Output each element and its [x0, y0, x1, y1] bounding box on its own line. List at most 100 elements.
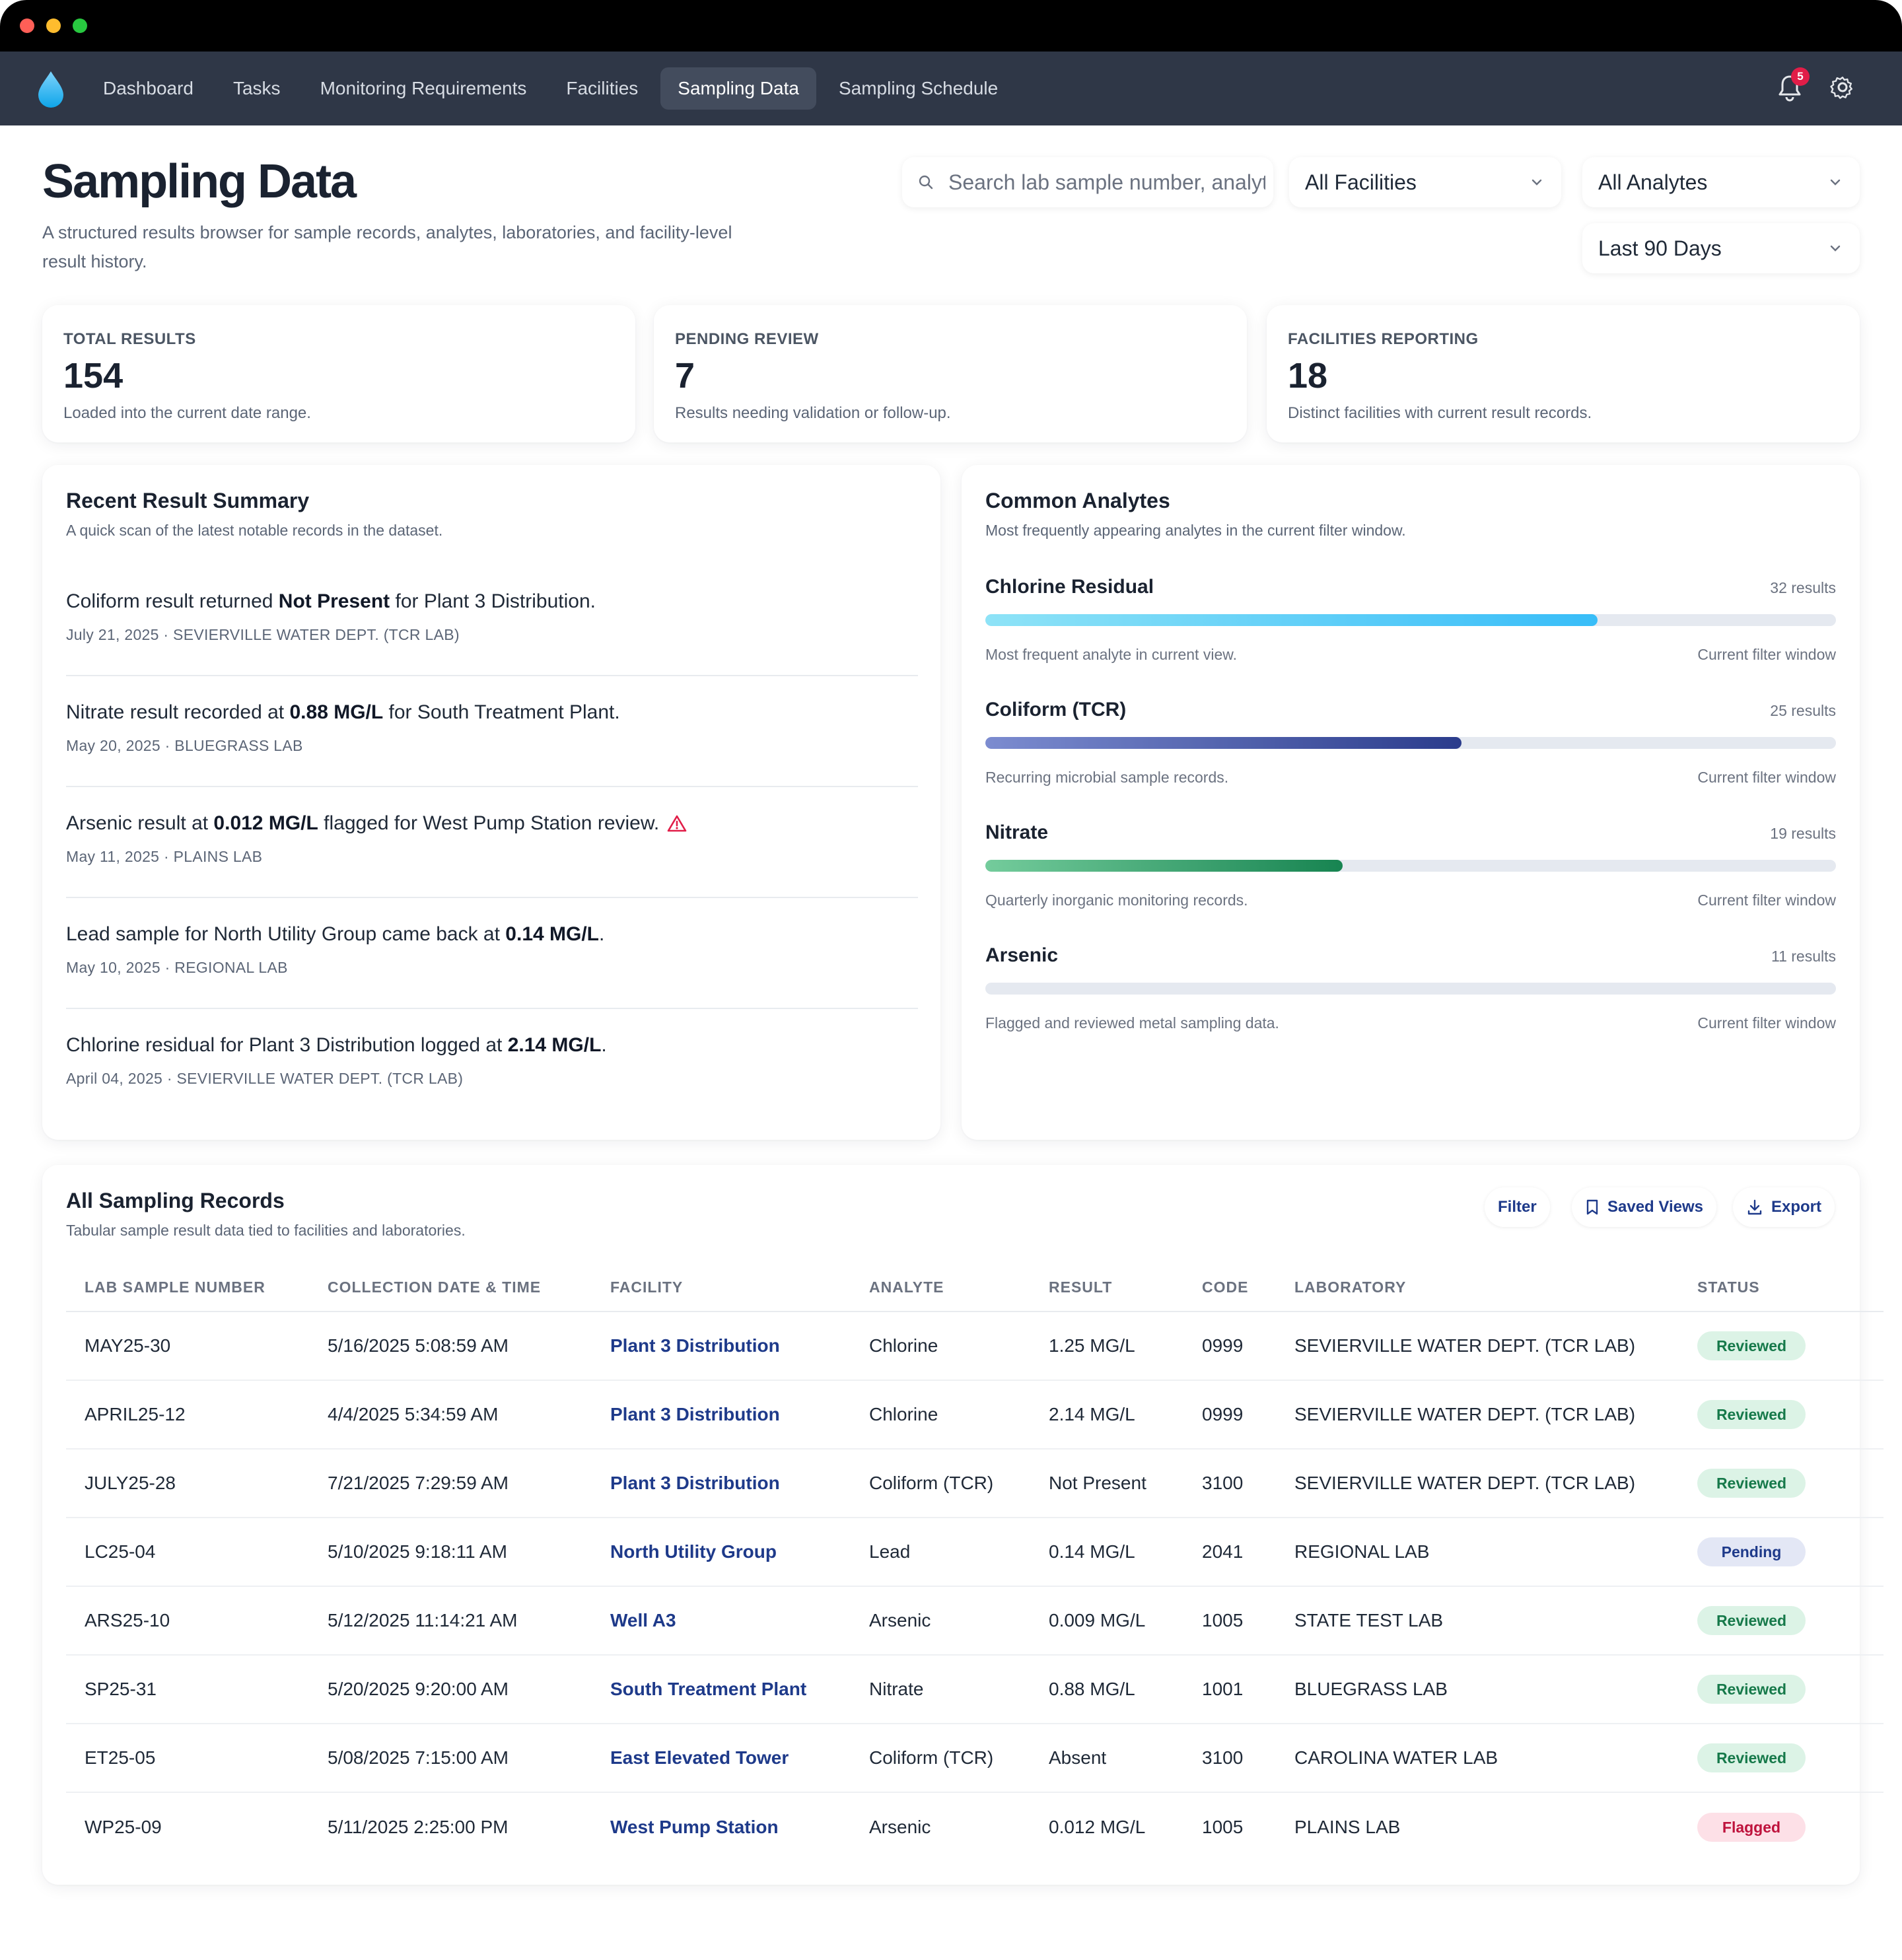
cell-code: 3100 — [1183, 1449, 1276, 1518]
cell-status: Reviewed — [1679, 1724, 1884, 1793]
recent-result-item[interactable]: Coliform result returned Not Present for… — [66, 590, 917, 644]
maximize-window-button[interactable] — [73, 18, 87, 33]
analyte-count: 11 results — [1771, 948, 1836, 965]
status-badge: Reviewed — [1697, 1400, 1806, 1429]
cell-facility-link[interactable]: Well A3 — [592, 1586, 851, 1656]
cell-result: Absent — [1030, 1724, 1183, 1793]
cell-laboratory: CAROLINA WATER LAB — [1276, 1724, 1679, 1793]
recent-result-item[interactable]: Lead sample for North Utility Group came… — [66, 923, 917, 977]
table-row[interactable]: WP25-09 5/11/2025 2:25:00 PM West Pump Sta… — [66, 1792, 1884, 1861]
analyte-filter-select[interactable]: All Analytes — [1582, 157, 1860, 207]
column-header-status[interactable]: STATUS — [1679, 1264, 1884, 1312]
recent-result-pre: Nitrate result recorded at — [66, 701, 290, 723]
nav-link-facilities[interactable]: Facilities — [566, 78, 639, 98]
table-row[interactable]: LC25-04 5/10/2025 9:18:11 AM North Utility… — [66, 1518, 1884, 1587]
recent-result-item[interactable]: Nitrate result recorded at 0.88 MG/L for… — [66, 701, 917, 755]
column-header-laboratory[interactable]: LABORATORY — [1276, 1264, 1679, 1312]
recent-result-text: Nitrate result recorded at 0.88 MG/L for… — [66, 701, 917, 724]
recent-result-sentence: Chlorine residual for Plant 3 Distributi… — [66, 1034, 607, 1057]
date-range-value: Last 90 Days — [1598, 236, 1722, 260]
date-range-select[interactable]: Last 90 Days — [1582, 223, 1860, 273]
table-row[interactable]: MAY25-30 5/16/2025 5:08:59 AM Plant 3 Dist… — [66, 1312, 1884, 1381]
notifications-button[interactable]: 5 — [1777, 67, 1810, 102]
analyte-item[interactable]: Coliform (TCR) 25 results Recurring microb… — [985, 699, 1836, 787]
column-header-collection-date-time[interactable]: COLLECTION DATE & TIME — [309, 1264, 592, 1312]
recent-result-sentence: Coliform result returned Not Present for… — [66, 590, 596, 613]
recent-result-item[interactable]: Chlorine residual for Plant 3 Distributi… — [66, 1034, 917, 1088]
recent-result-value: Not Present — [278, 590, 390, 612]
sampling-records-table: LAB SAMPLE NUMBER COLLECTION DATE & TIME F… — [66, 1264, 1884, 1861]
cell-facility-link[interactable]: Plant 3 Distribution — [592, 1312, 851, 1381]
section-subtitle: Most frequently appearing analytes in th… — [985, 522, 1406, 539]
minimize-window-button[interactable] — [46, 18, 61, 33]
cell-collection-date-time: 5/12/2025 11:14:21 AM — [309, 1586, 592, 1656]
recent-result-summary-panel: Recent Result Summary A quick scan of th… — [42, 465, 940, 1140]
settings-gear-icon[interactable] — [1829, 74, 1856, 100]
recent-result-text: Lead sample for North Utility Group came… — [66, 923, 917, 946]
cell-facility-link[interactable]: East Elevated Tower — [592, 1724, 851, 1793]
column-header-result[interactable]: RESULT — [1030, 1264, 1183, 1312]
status-badge: Pending — [1697, 1537, 1806, 1566]
table-row[interactable]: SP25-31 5/20/2025 9:20:00 AM South Treatme… — [66, 1655, 1884, 1724]
bookmark-icon — [1586, 1199, 1598, 1215]
cell-laboratory: BLUEGRASS LAB — [1276, 1655, 1679, 1724]
cell-lab-sample-number: JULY25-28 — [66, 1449, 309, 1518]
analyte-item[interactable]: Chlorine Residual 32 results Most frequent… — [985, 576, 1836, 664]
table-row[interactable]: ARS25-10 5/12/2025 11:14:21 AM Well A3 Arse… — [66, 1586, 1884, 1656]
recent-result-post: . — [601, 1034, 607, 1056]
water-drop-logo-icon[interactable] — [34, 69, 67, 108]
column-header-code[interactable]: CODE — [1183, 1264, 1276, 1312]
export-button-label: Export — [1771, 1198, 1822, 1216]
nav-link-tasks[interactable]: Tasks — [232, 78, 281, 98]
cell-code: 1005 — [1202, 1816, 1244, 1837]
export-button[interactable]: Export — [1733, 1187, 1835, 1227]
stat-label: TOTAL RESULTS — [63, 330, 196, 348]
recent-result-post: flagged for West Pump Station review. — [318, 812, 660, 834]
nav-link-sampling-schedule[interactable]: Sampling Schedule — [838, 78, 999, 98]
table-row[interactable]: ET25-05 5/08/2025 7:15:00 AM East Elevated… — [66, 1724, 1884, 1793]
stat-note: Distinct facilities with current result … — [1288, 404, 1592, 422]
close-window-button[interactable] — [20, 18, 34, 33]
filter-button[interactable]: Filter — [1485, 1187, 1550, 1227]
cell-facility-link[interactable]: Plant 3 Distribution — [592, 1380, 851, 1450]
column-header-analyte[interactable]: ANALYTE — [851, 1264, 1030, 1312]
cell-laboratory: REGIONAL LAB — [1276, 1518, 1679, 1587]
table-row[interactable]: APRIL25-12 4/4/2025 5:34:59 AM Plant 3 Dis… — [66, 1380, 1884, 1450]
cell-facility-link[interactable]: West Pump Station — [610, 1816, 779, 1837]
stat-label: FACILITIES REPORTING — [1288, 330, 1479, 348]
analyte-item[interactable]: Nitrate 19 results Quarterly inorganic mon… — [985, 822, 1836, 909]
stat-value: 154 — [63, 356, 123, 396]
stat-card-facilities-reporting: FACILITIES REPORTING 18 Distinct facilit… — [1267, 305, 1860, 442]
saved-views-button[interactable]: Saved Views — [1572, 1187, 1716, 1227]
analyte-item[interactable]: Arsenic 11 results Flagged and reviewed me… — [985, 944, 1836, 1032]
nav-link-monitoring-requirements[interactable]: Monitoring Requirements — [320, 78, 527, 98]
analyte-note: Recurring microbial sample records. — [985, 769, 1229, 786]
cell-status: Reviewed — [1679, 1449, 1884, 1518]
analyte-progress-track — [985, 983, 1836, 995]
facility-filter-select[interactable]: All Facilities — [1289, 157, 1561, 207]
status-badge: Reviewed — [1697, 1606, 1806, 1635]
recent-result-meta: May 10, 2025 · REGIONAL LAB — [66, 959, 288, 976]
cell-result: 0.009 MG/L — [1030, 1586, 1183, 1656]
search-box[interactable] — [902, 157, 1273, 207]
column-header-lab-sample-number[interactable]: LAB SAMPLE NUMBER — [66, 1264, 309, 1312]
recent-result-item[interactable]: Arsenic result at 0.012 MG/L flagged for… — [66, 812, 917, 866]
cell-facility-link[interactable]: South Treatment Plant — [592, 1655, 851, 1724]
title-bar — [0, 0, 1902, 52]
nav-link-dashboard[interactable]: Dashboard — [103, 78, 194, 98]
search-input[interactable] — [948, 170, 1265, 195]
cell-facility-link[interactable]: Plant 3 Distribution — [592, 1449, 851, 1518]
cell-lab-sample-number: APRIL25-12 — [66, 1380, 309, 1450]
nav-link-sampling-data[interactable]: Sampling Data — [660, 67, 816, 110]
divider — [66, 786, 918, 787]
divider — [66, 675, 918, 676]
cell-code: 3100 — [1183, 1724, 1276, 1793]
cell-collection-date-time: 5/11/2025 2:25:00 PM — [328, 1816, 509, 1837]
recent-result-pre: Coliform result returned — [66, 590, 279, 612]
cell-laboratory: SEVIERVILLE WATER DEPT. (TCR LAB) — [1276, 1449, 1679, 1518]
cell-facility-link[interactable]: North Utility Group — [592, 1518, 851, 1587]
common-analytes-panel: Common Analytes Most frequently appearin… — [962, 465, 1860, 1140]
table-row[interactable]: JULY25-28 7/21/2025 7:29:59 AM Plant 3 Dis… — [66, 1449, 1884, 1518]
status-badge: Flagged — [1697, 1812, 1806, 1842]
column-header-facility[interactable]: FACILITY — [592, 1264, 851, 1312]
